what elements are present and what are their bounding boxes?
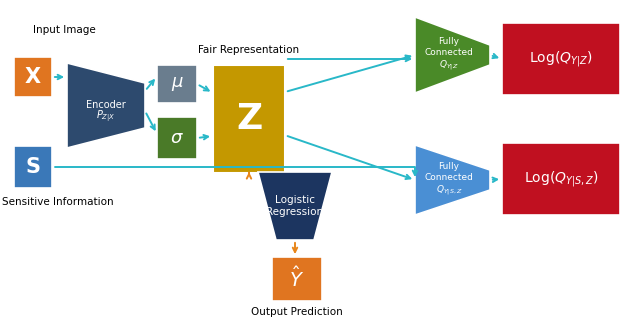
FancyBboxPatch shape: [14, 146, 52, 188]
FancyBboxPatch shape: [157, 65, 197, 103]
Polygon shape: [67, 63, 145, 148]
Text: $\mu$: $\mu$: [170, 75, 184, 93]
Text: $P_{Z|X}$: $P_{Z|X}$: [96, 108, 116, 124]
Polygon shape: [415, 17, 490, 93]
Text: Sensitive Information: Sensitive Information: [2, 197, 114, 207]
Text: Log$(Q_{Y|Z})$: Log$(Q_{Y|Z})$: [529, 49, 593, 69]
Text: Encoder: Encoder: [86, 100, 126, 110]
Text: X: X: [25, 67, 41, 87]
Text: Log$(Q_{Y|S,Z})$: Log$(Q_{Y|S,Z})$: [524, 169, 598, 189]
Text: Fair Representation: Fair Representation: [198, 45, 300, 55]
Text: Output Prediction: Output Prediction: [251, 307, 343, 317]
Polygon shape: [258, 172, 332, 240]
Text: $\hat{Y}$: $\hat{Y}$: [289, 266, 305, 291]
Text: Z: Z: [236, 102, 262, 136]
FancyBboxPatch shape: [502, 143, 620, 215]
FancyBboxPatch shape: [502, 23, 620, 95]
Text: $\sigma$: $\sigma$: [170, 129, 184, 147]
Text: Fully
Connected
$Q_{Y|Z}$: Fully Connected $Q_{Y|Z}$: [424, 37, 474, 73]
Text: Fully
Connected
$Q_{Y|S,Z}$: Fully Connected $Q_{Y|S,Z}$: [424, 162, 474, 198]
FancyBboxPatch shape: [272, 257, 322, 301]
FancyBboxPatch shape: [14, 57, 52, 97]
Text: S: S: [26, 157, 40, 177]
FancyBboxPatch shape: [213, 65, 285, 173]
Polygon shape: [415, 145, 490, 215]
Text: Input Image: Input Image: [33, 25, 96, 35]
Text: Logistic
Regression: Logistic Regression: [266, 195, 324, 217]
FancyBboxPatch shape: [157, 117, 197, 159]
